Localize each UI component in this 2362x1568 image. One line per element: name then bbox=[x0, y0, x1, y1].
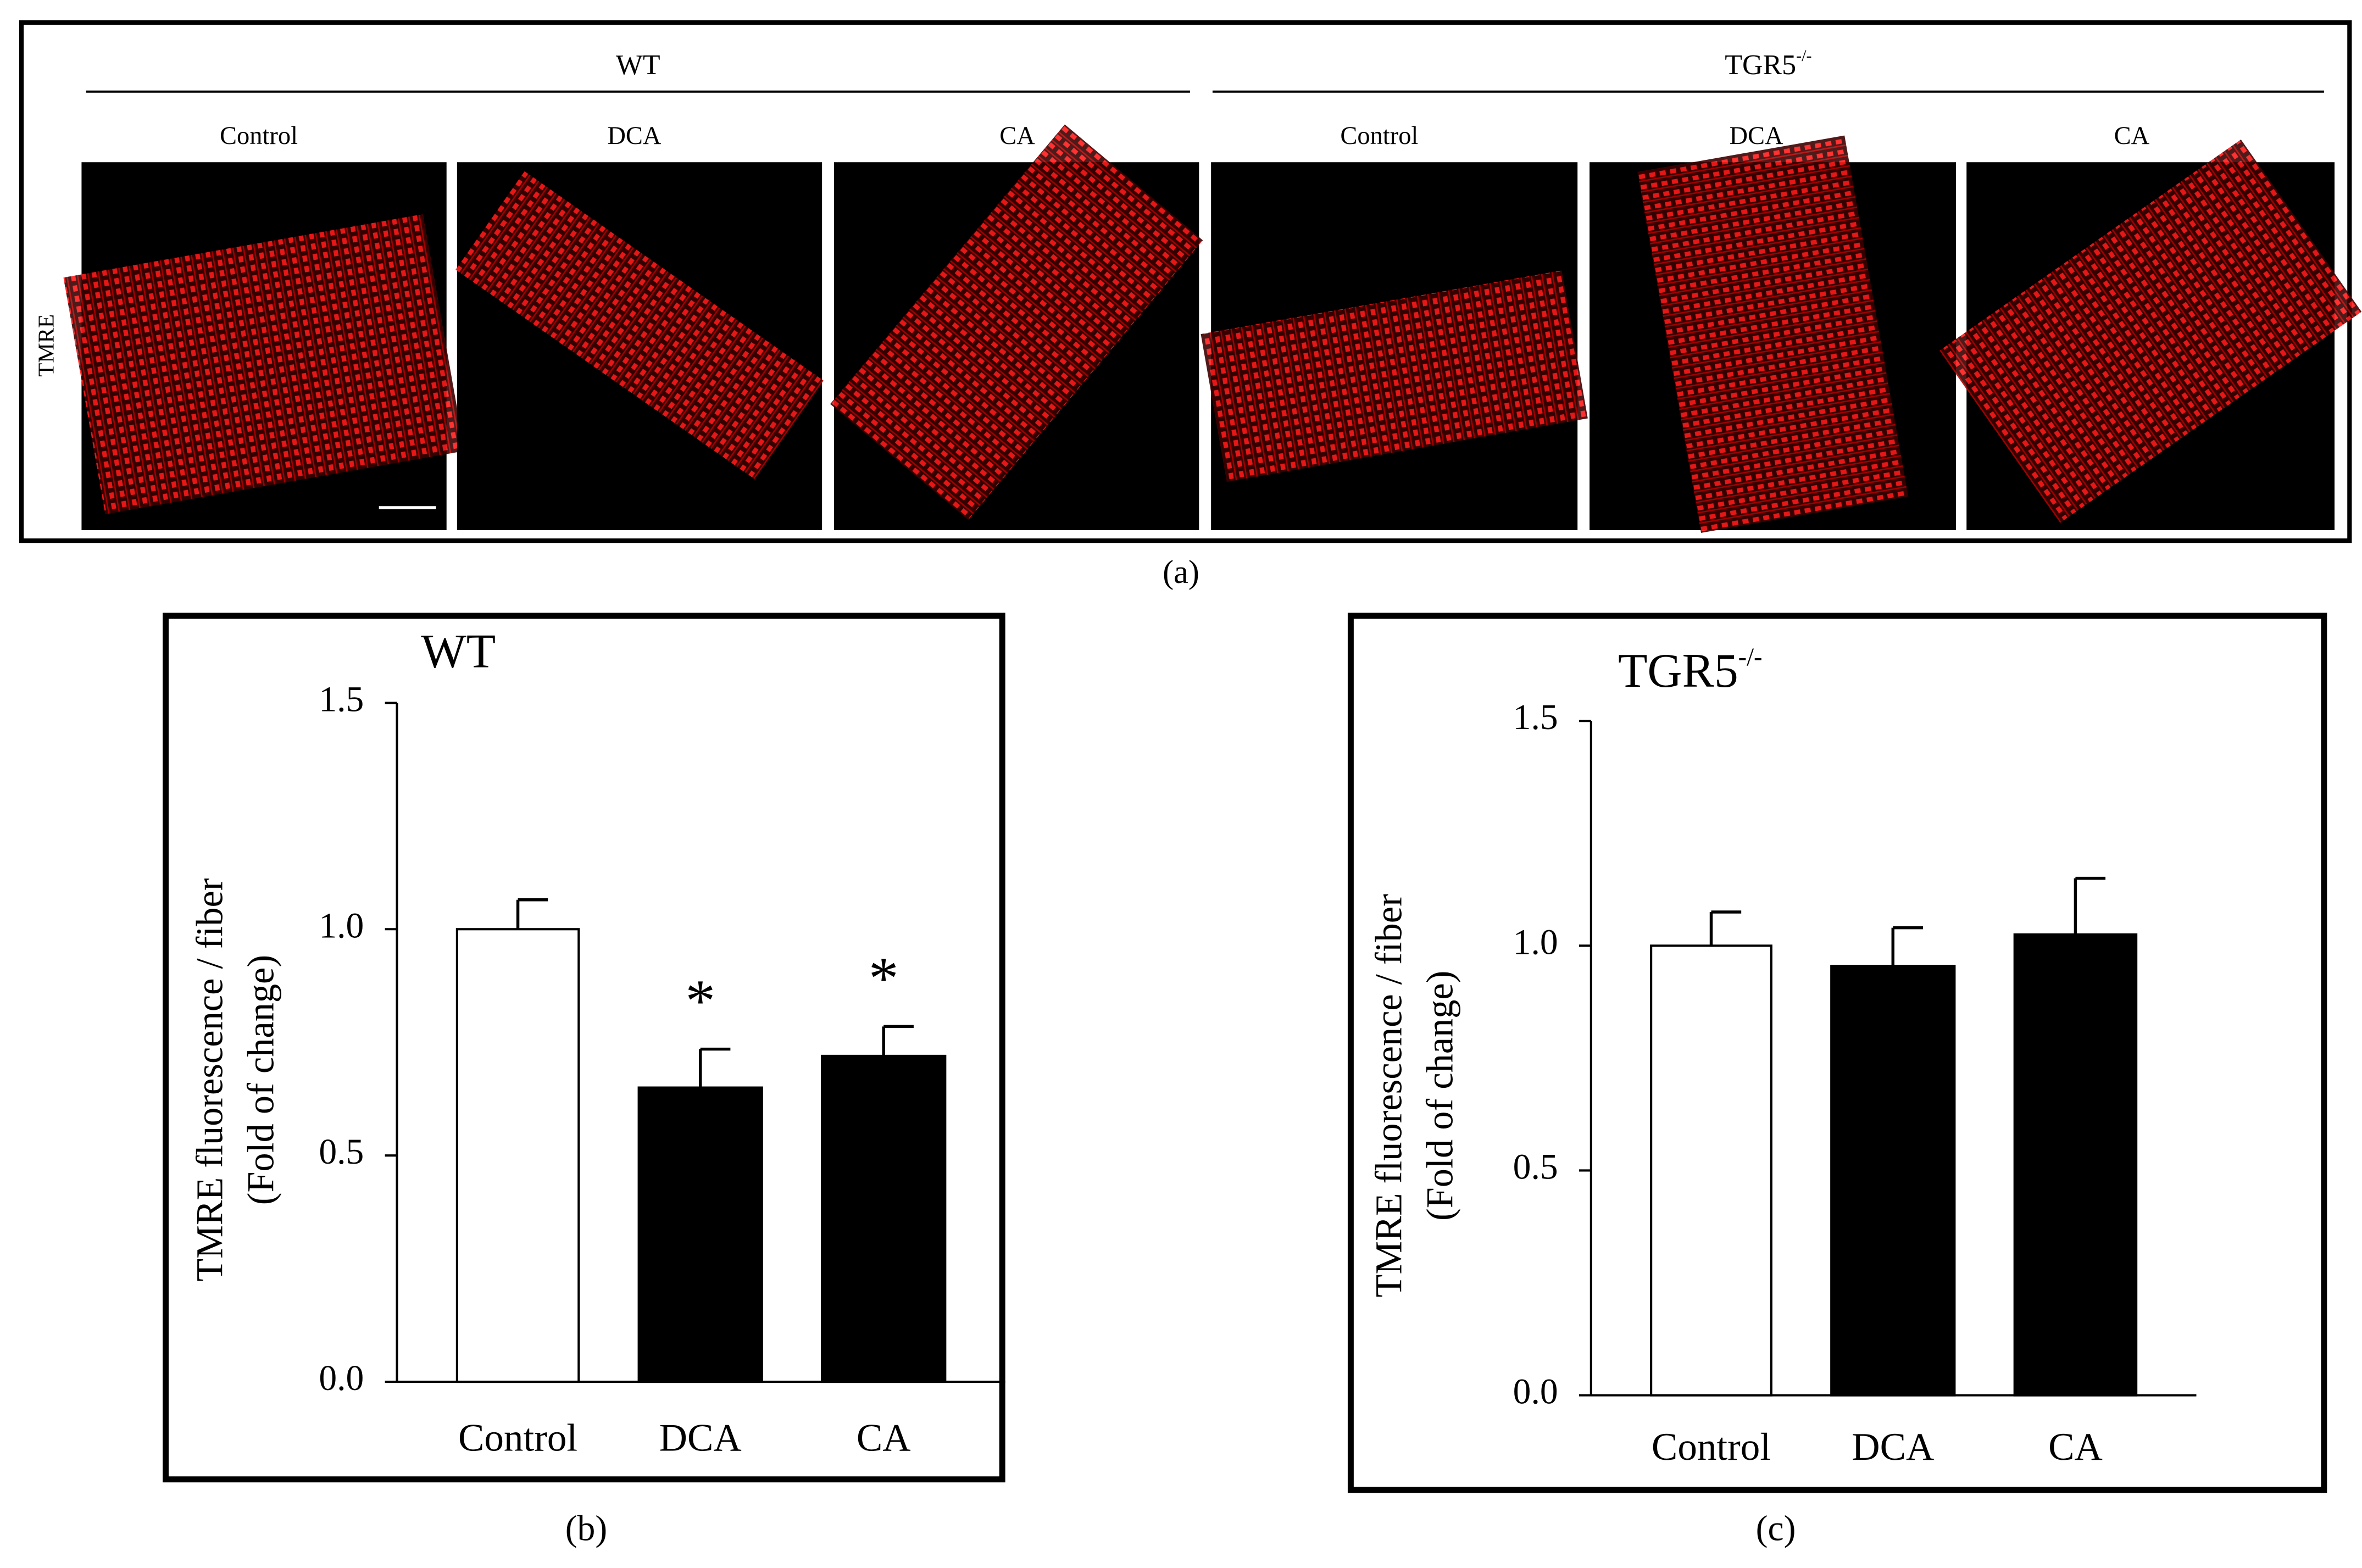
y-tick-label: 1.0 bbox=[319, 906, 364, 946]
x-tick-label: Control bbox=[458, 1417, 577, 1460]
y-axis-label: TMRE fluorescence / fiber bbox=[1368, 894, 1410, 1297]
chart-title: WT bbox=[421, 625, 496, 678]
panel-a-frame bbox=[19, 20, 2352, 543]
y-axis-label: (Fold of change) bbox=[1419, 971, 1461, 1221]
bar bbox=[2013, 933, 2138, 1397]
chart-title-text: WT bbox=[421, 625, 496, 678]
chart-title-superscript: -/- bbox=[1738, 643, 1763, 671]
bar bbox=[1830, 965, 1956, 1397]
y-tick-label: 1.5 bbox=[319, 680, 364, 719]
x-tick-label: DCA bbox=[1852, 1426, 1934, 1469]
chart-frame bbox=[1347, 613, 2327, 1493]
condition-label: DCA bbox=[607, 122, 662, 150]
y-axis-label: TMRE fluorescence / fiber bbox=[189, 878, 231, 1281]
condition-label: Control bbox=[1340, 122, 1418, 150]
row-label: TMRE bbox=[34, 314, 59, 377]
y-tick-label: 0.5 bbox=[1513, 1148, 1558, 1187]
bar bbox=[455, 928, 580, 1383]
y-tick-label: 0.0 bbox=[319, 1359, 364, 1398]
bar bbox=[637, 1086, 763, 1383]
x-tick-label: CA bbox=[2048, 1426, 2103, 1469]
y-tick-label: 1.5 bbox=[1513, 698, 1558, 737]
group-label-superscript: -/- bbox=[1796, 46, 1811, 65]
group-label-text: WT bbox=[616, 49, 660, 81]
y-tick-label: 1.0 bbox=[1513, 922, 1558, 962]
group-label: TGR5-/- bbox=[1725, 46, 1811, 81]
panel-caption: (b) bbox=[565, 1509, 607, 1548]
group-label-text: TGR5 bbox=[1725, 49, 1796, 81]
condition-label: Control bbox=[220, 122, 298, 150]
panel-caption: (c) bbox=[1756, 1509, 1796, 1548]
bar bbox=[1650, 944, 1772, 1397]
panel-caption: (a) bbox=[1163, 554, 1199, 591]
x-tick-label: CA bbox=[857, 1417, 911, 1460]
condition-label: DCA bbox=[1729, 122, 1783, 150]
significance-mark: * bbox=[685, 968, 715, 1034]
x-tick-label: DCA bbox=[659, 1417, 742, 1460]
x-tick-label: Control bbox=[1652, 1426, 1771, 1469]
y-tick-label: 0.5 bbox=[319, 1132, 364, 1172]
y-tick-label: 0.0 bbox=[1513, 1372, 1558, 1412]
condition-label: CA bbox=[2114, 122, 2150, 150]
chart-frame bbox=[163, 613, 1005, 1483]
chart-title: TGR5-/- bbox=[1618, 643, 1763, 697]
chart-title-text: TGR5 bbox=[1618, 644, 1738, 697]
significance-mark: * bbox=[869, 945, 899, 1011]
y-axis-label: (Fold of change) bbox=[240, 955, 282, 1205]
group-label: WT bbox=[616, 49, 660, 81]
condition-label: CA bbox=[999, 122, 1035, 150]
bar bbox=[821, 1054, 947, 1383]
